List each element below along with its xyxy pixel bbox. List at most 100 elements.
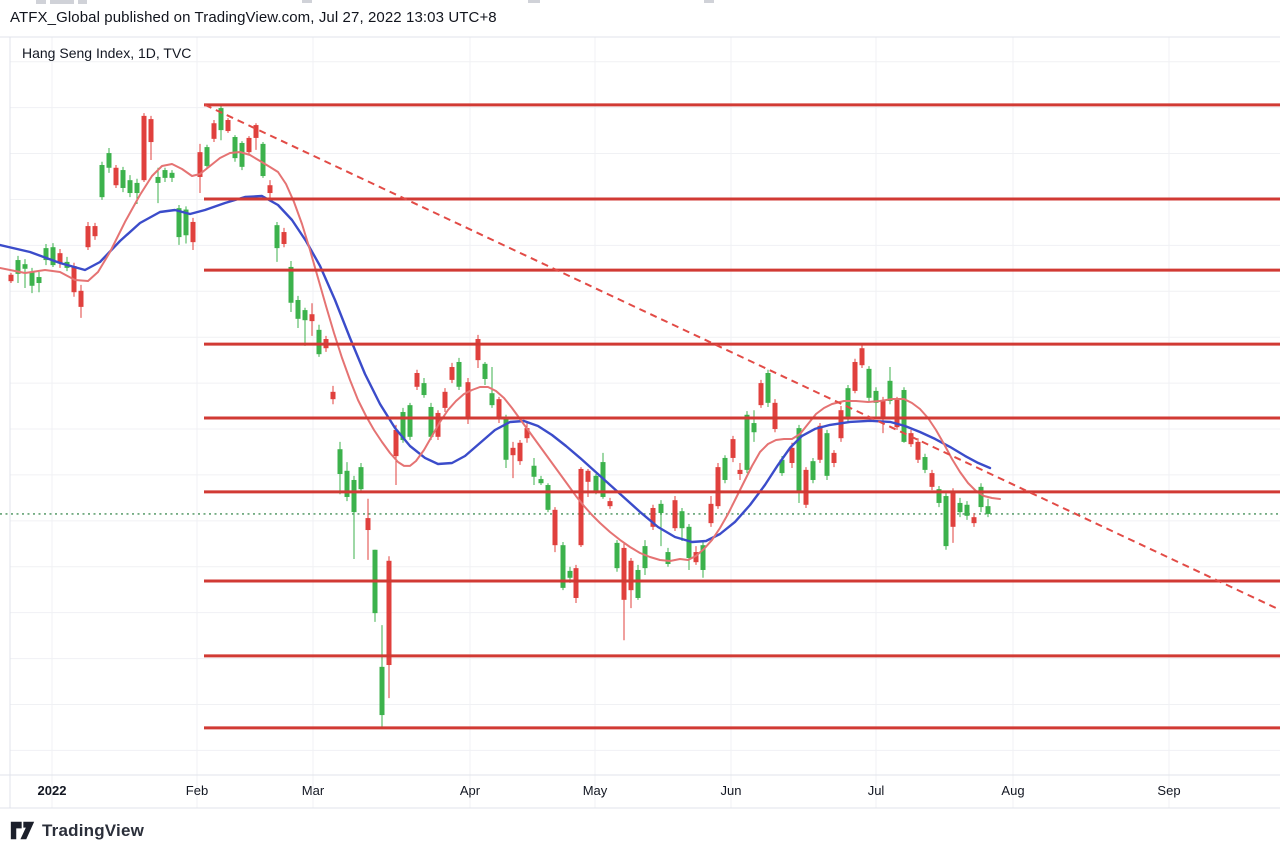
candle [225,120,231,132]
candle [204,147,210,166]
candle [489,393,495,406]
candle [665,552,671,565]
candle [113,167,119,186]
candle [302,310,308,321]
candle [545,485,551,510]
candle [211,123,217,139]
candle [573,568,579,598]
candle [120,170,126,188]
candle [585,470,591,482]
candle [351,479,357,513]
candle [722,457,728,480]
candle [737,469,743,475]
candle [831,452,837,463]
candle [772,402,778,430]
candle [628,560,634,591]
candle [442,391,448,408]
candle [197,152,203,177]
candle [796,428,802,493]
candle [943,496,949,547]
candle [475,339,481,361]
candle [538,479,544,484]
candle [43,248,49,261]
candle [246,137,252,153]
candle [190,221,196,243]
x-axis-label: Jun [720,783,742,798]
ma-slow-blue-line [0,194,992,544]
descending-trendline [204,103,1280,611]
candle [936,489,942,503]
candle [57,253,63,263]
candle [267,185,273,194]
candle [922,457,928,470]
candle [915,441,921,460]
candle [873,390,879,403]
candle [679,511,685,529]
candle [288,266,294,303]
candle [744,414,750,470]
candle [614,542,620,569]
candle [700,545,706,570]
candle [162,170,168,178]
candle [29,271,35,286]
candle [8,274,14,282]
x-axis-label: 2022 [37,783,67,798]
candle [253,125,259,138]
x-axis-label: May [582,783,608,798]
ma-fast-red-line [0,151,1001,562]
candle [642,546,648,569]
candle [567,570,573,578]
candle [386,560,392,666]
chart-title: Hang Seng Index, 1D, TVC [22,45,192,61]
candle [789,447,795,463]
candle [309,314,315,322]
candle [531,465,537,477]
candle [758,383,764,406]
candle [650,507,656,527]
x-axis-label: Jul [867,783,885,798]
candle [337,449,343,475]
published-header: ATFX_Global published on TradingView.com… [10,9,497,26]
candle [859,348,865,366]
candle [950,491,956,527]
candle [379,666,385,716]
candle [127,180,133,194]
candle [365,518,371,531]
clipped-ui-fragment [36,0,46,4]
candle [824,433,830,476]
candle [169,172,175,178]
candle [176,208,182,238]
candle [239,142,245,167]
candle [607,501,613,507]
candle [524,428,530,439]
candle [765,373,771,403]
x-axis-label: Apr [459,783,481,798]
candle [810,461,816,480]
candle [22,264,28,269]
candle [901,389,907,442]
tradingview-logo[interactable]: TradingView [10,820,144,841]
clipped-ui-fragment [78,0,87,4]
candle [281,232,287,244]
candle [148,119,154,143]
candle [985,506,991,514]
candle [106,153,112,168]
candle [78,290,84,307]
candle [421,383,427,396]
candle [978,486,984,508]
candle [456,361,462,387]
candle [964,504,970,516]
candle [852,361,858,391]
candle [92,226,98,237]
candle [686,526,692,559]
candle [845,388,851,418]
candle [510,447,516,456]
candle [428,406,434,437]
candle [274,225,280,249]
candle [344,470,350,497]
candle [85,226,91,248]
candle [880,400,886,418]
candle [803,469,809,505]
tradingview-logo-icon [10,821,35,840]
